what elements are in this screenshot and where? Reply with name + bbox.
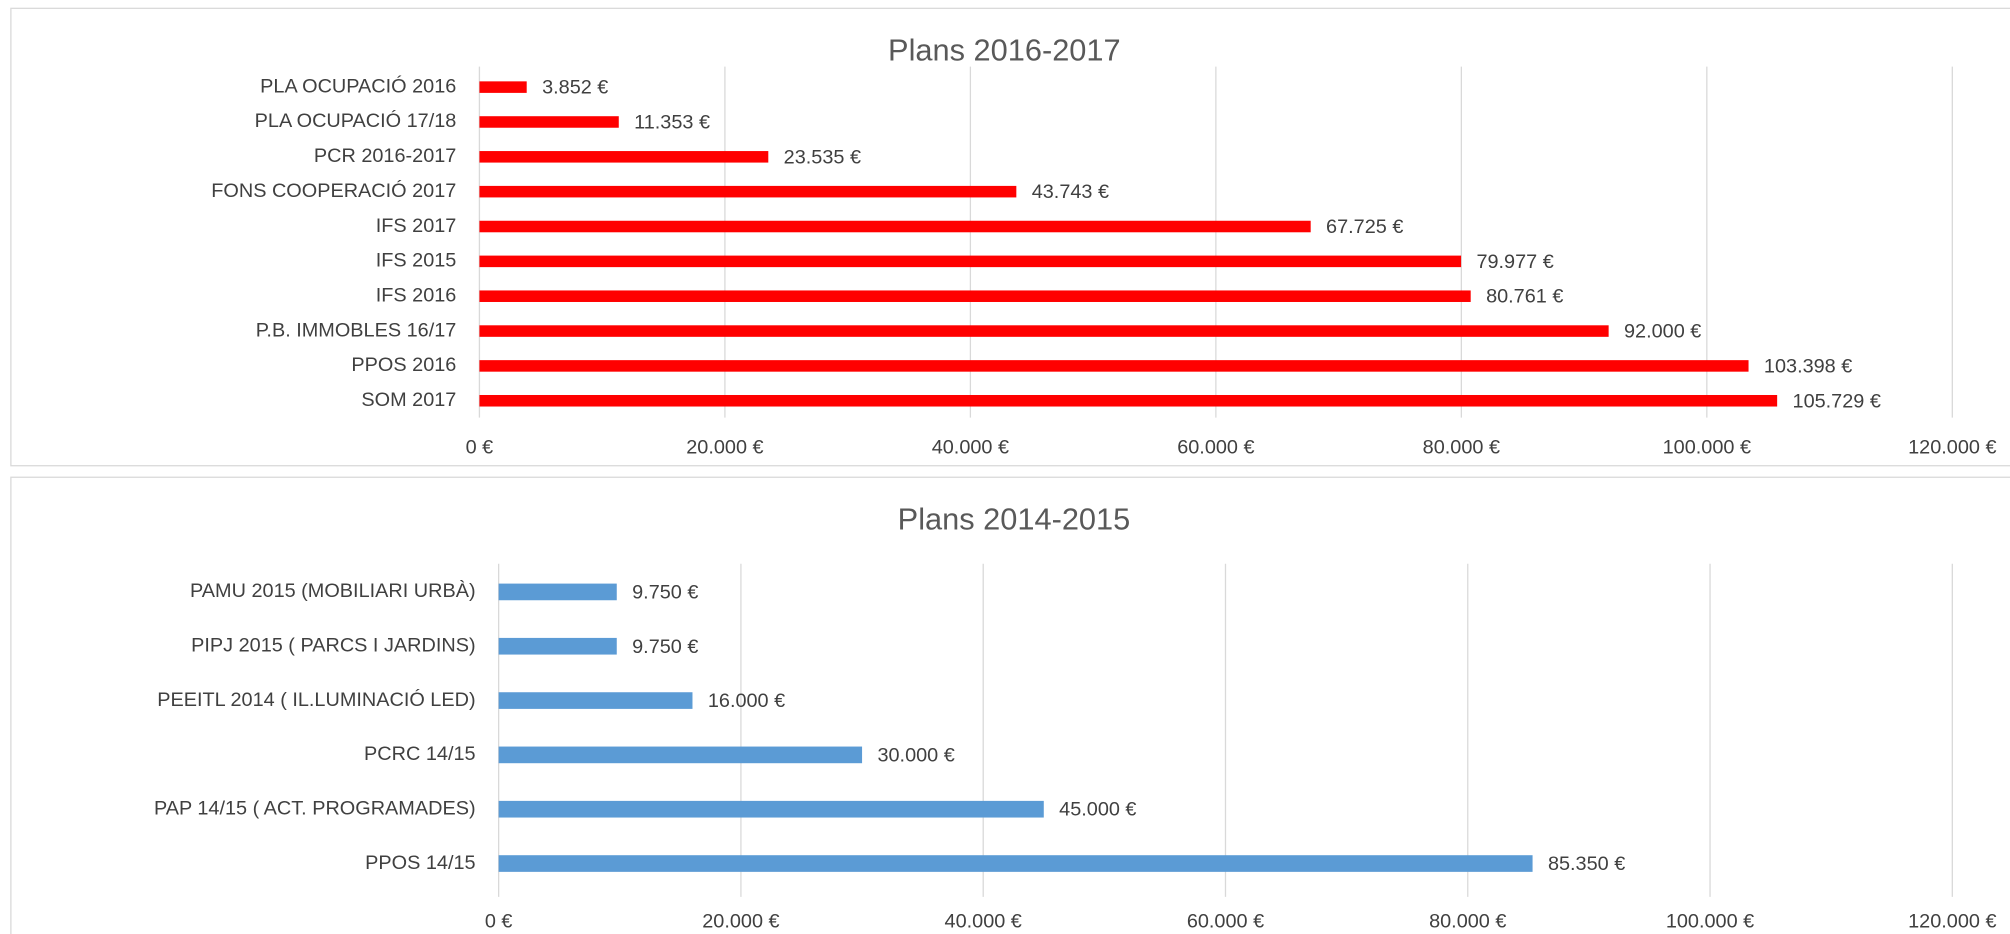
- bar: [479, 151, 769, 163]
- x-tick-label: 80.000 €: [1423, 437, 1500, 459]
- data-label: 43.743 €: [1032, 181, 1109, 203]
- bar: [479, 394, 1778, 407]
- data-label: 23.535 €: [784, 146, 861, 168]
- x-tick-label: 60.000 €: [1187, 911, 1264, 933]
- data-label: 92.000 €: [1624, 321, 1701, 343]
- x-tick-label: 40.000 €: [945, 911, 1022, 933]
- y-tick-label: PAMU 2015 (MOBILIARI URBÀ): [190, 579, 476, 602]
- x-tick-label: 100.000 €: [1663, 437, 1751, 459]
- data-label: 103.398 €: [1764, 355, 1852, 377]
- bar: [498, 692, 693, 709]
- y-tick-label: PIPJ 2015 ( PARCS I JARDINS): [191, 634, 475, 656]
- x-tick-label: 0 €: [485, 911, 513, 933]
- bar: [479, 325, 1609, 337]
- chart-title: Plans 2014-2015: [898, 502, 1131, 537]
- bar: [498, 855, 1533, 872]
- y-tick-label: FONS COOPERACIÓ 2017: [211, 179, 456, 202]
- data-label: 11.353 €: [634, 112, 710, 134]
- x-tick-label: 100.000 €: [1666, 911, 1754, 933]
- x-tick-label: 120.000 €: [1908, 911, 1996, 933]
- bar: [479, 290, 1471, 302]
- bar: [479, 220, 1311, 233]
- data-label: 85.350 €: [1548, 853, 1625, 875]
- y-tick-label: PLA OCUPACIÓ 17/18: [255, 109, 457, 132]
- data-label: 105.729 €: [1793, 390, 1881, 412]
- data-label: 79.977 €: [1476, 251, 1553, 273]
- data-label: 3.852 €: [542, 77, 608, 99]
- data-label: 67.725 €: [1326, 216, 1403, 238]
- y-tick-label: PAP 14/15 ( ACT. PROGRAMADES): [154, 797, 476, 819]
- bar: [479, 255, 1462, 268]
- data-label: 80.761 €: [1486, 286, 1563, 308]
- bar: [498, 746, 863, 764]
- x-tick-label: 60.000 €: [1177, 437, 1254, 459]
- x-tick-label: 0 €: [466, 437, 494, 459]
- bar: [498, 637, 617, 655]
- y-tick-label: PLA OCUPACIÓ 2016: [260, 74, 456, 97]
- y-tick-label: IFS 2017: [376, 215, 457, 237]
- y-tick-label: IFS 2016: [376, 284, 457, 306]
- y-tick-label: PEEITL 2014 ( IL.LUMINACIÓ LED): [157, 688, 475, 711]
- y-tick-label: PCR 2016-2017: [314, 145, 456, 167]
- bar: [498, 800, 1044, 818]
- data-label: 9.750 €: [632, 581, 698, 603]
- data-label: 9.750 €: [632, 636, 698, 658]
- y-tick-label: PPOS 14/15: [365, 852, 475, 874]
- data-label: 45.000 €: [1059, 799, 1136, 821]
- data-label: 16.000 €: [708, 690, 785, 712]
- x-tick-label: 80.000 €: [1429, 911, 1506, 933]
- bar: [479, 360, 1749, 372]
- bar: [498, 583, 617, 601]
- chart-title: Plans 2016-2017: [888, 33, 1121, 68]
- y-tick-label: PPOS 2016: [351, 354, 456, 376]
- bar: [479, 185, 1017, 198]
- x-tick-label: 20.000 €: [686, 437, 763, 459]
- data-label: 30.000 €: [877, 744, 954, 766]
- y-tick-label: IFS 2015: [376, 250, 457, 272]
- y-tick-label: P.B. IMMOBLES 16/17: [256, 319, 457, 341]
- y-tick-label: SOM 2017: [361, 389, 456, 411]
- x-tick-label: 120.000 €: [1908, 437, 1996, 459]
- y-tick-label: PCRC 14/15: [364, 743, 476, 765]
- bar: [479, 81, 527, 93]
- chart-frame: [10, 7, 2010, 467]
- x-tick-label: 40.000 €: [932, 437, 1009, 459]
- x-tick-label: 20.000 €: [702, 911, 779, 933]
- bar: [479, 116, 619, 128]
